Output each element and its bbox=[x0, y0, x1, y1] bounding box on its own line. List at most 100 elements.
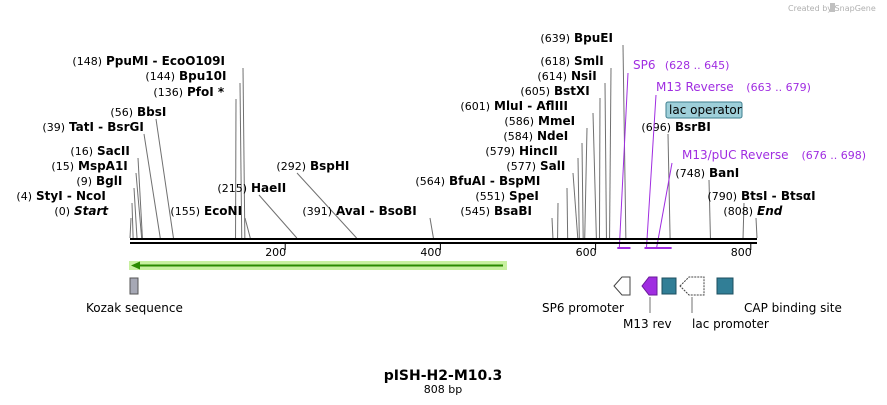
site-name-sacii: SacII bbox=[97, 144, 130, 158]
site-position: (56) bbox=[110, 106, 133, 119]
site-position: (155) bbox=[170, 205, 200, 218]
site-name-bgli: BglI bbox=[96, 174, 122, 188]
cap-binding-site-label: CAP binding site bbox=[744, 301, 842, 315]
site-position: (577) bbox=[506, 160, 536, 173]
lac-operator-box: lac operator bbox=[665, 101, 743, 119]
m13-rev-label: M13 rev bbox=[623, 317, 672, 331]
site-leader-line bbox=[296, 172, 357, 239]
site-name-bfuai: BfuAI - BspMI bbox=[449, 174, 540, 188]
features bbox=[129, 276, 734, 313]
kozak-sequence-label: Kozak sequence bbox=[86, 301, 183, 315]
site-name-mspa1i: MspA1I bbox=[78, 159, 128, 173]
orf-arrow bbox=[129, 261, 507, 270]
site-leader-line bbox=[581, 142, 584, 239]
site-position: (15) bbox=[51, 160, 74, 173]
lac-promoter-label: lac promoter bbox=[692, 317, 769, 331]
site-position: (564) bbox=[415, 175, 445, 188]
site-name-haeii: HaeII bbox=[251, 181, 286, 195]
primer-name-m13puc: M13/pUC Reverse bbox=[682, 148, 789, 162]
map-title: pISH-H2-M10.3 bbox=[384, 368, 503, 384]
site-leader-line bbox=[577, 157, 580, 239]
primer-range-m13rev: (663 .. 679) bbox=[746, 81, 811, 94]
site-leader-line bbox=[592, 112, 597, 239]
site-leader-line bbox=[137, 157, 143, 239]
site-leader-line bbox=[135, 172, 143, 239]
site-leader-line bbox=[129, 217, 132, 239]
site-leader-line bbox=[609, 67, 612, 239]
primer-leader-line bbox=[618, 72, 629, 249]
site-leader-line bbox=[244, 217, 251, 239]
site-name-econi: EcoNI bbox=[204, 204, 242, 218]
ruler: 200 400 600 800 bbox=[265, 244, 752, 259]
primer-leader-line bbox=[645, 94, 657, 249]
site-position: (148) bbox=[72, 55, 102, 68]
site-leader-line bbox=[755, 217, 758, 239]
site-position: (579) bbox=[485, 145, 515, 158]
site-leader-line bbox=[131, 202, 134, 239]
site-position: (16) bbox=[70, 145, 93, 158]
site-leader-line bbox=[584, 127, 588, 239]
dna-backbone bbox=[130, 238, 757, 244]
site-name-bbsi: BbsI bbox=[137, 105, 166, 119]
ruler-tick-label: 800 bbox=[731, 246, 752, 259]
site-labels: (0) Start(4) StyI - NcoI(9) BglI(15) MspA1I(… bbox=[16, 31, 815, 218]
primer-range-m13puc: (676 .. 698) bbox=[802, 149, 867, 162]
primer-annotations: SP6 (628 .. 645) M13 Reverse (663 .. 679) M1… bbox=[617, 58, 867, 249]
site-name-tati: TatI - BsrGI bbox=[69, 120, 144, 134]
site-leader-line bbox=[708, 179, 711, 239]
site-name-hincii: HincII bbox=[519, 144, 558, 158]
site-leader-line bbox=[598, 97, 601, 239]
site-name-bsphi: BspHI bbox=[310, 159, 349, 173]
site-position: (545) bbox=[460, 205, 490, 218]
site-leader-line bbox=[566, 187, 569, 239]
site-name-bsrbi: BsrBI bbox=[675, 120, 711, 134]
site-leader-line bbox=[133, 187, 138, 239]
site-leader-line bbox=[551, 217, 554, 239]
site-position: (292) bbox=[276, 160, 306, 173]
site-position: (584) bbox=[503, 130, 533, 143]
site-name-btsi: BtsI - BtsαI bbox=[741, 189, 816, 203]
site-leader-line bbox=[429, 217, 434, 239]
site-position: (39) bbox=[42, 121, 65, 134]
site-name-end: End bbox=[757, 204, 783, 218]
primer-leader-line bbox=[656, 162, 673, 249]
site-position: (136) bbox=[153, 86, 183, 99]
site-leader-line bbox=[242, 67, 246, 239]
cap-binding-site-marker bbox=[716, 277, 734, 295]
kozak-sequence-marker bbox=[129, 277, 139, 295]
primer-range-sp6: (628 .. 645) bbox=[665, 59, 730, 72]
primer-name-sp6: SP6 bbox=[633, 58, 656, 72]
site-position: (0) bbox=[54, 205, 70, 218]
site-name-mlui: MluI - AflIII bbox=[494, 99, 568, 113]
site-position: (605) bbox=[520, 85, 550, 98]
site-leader-line bbox=[667, 133, 671, 239]
site-leader-line bbox=[604, 82, 607, 239]
site-leader-line bbox=[258, 194, 298, 239]
map-length: 808 bp bbox=[424, 383, 462, 396]
site-position: (391) bbox=[302, 205, 332, 218]
site-name-smli: SmlI bbox=[574, 54, 604, 68]
site-position: (808) bbox=[723, 205, 753, 218]
site-position: (215) bbox=[217, 182, 247, 195]
lac-promoter-marker bbox=[679, 276, 705, 296]
site-position: (551) bbox=[475, 190, 505, 203]
sp6-promoter-label: SP6 promoter bbox=[542, 301, 624, 315]
site-position: (601) bbox=[460, 100, 490, 113]
site-leader-line bbox=[143, 133, 161, 239]
site-position: (4) bbox=[16, 190, 32, 203]
site-position: (639) bbox=[540, 32, 570, 45]
site-name-ndei: NdeI bbox=[537, 129, 568, 143]
ruler-tick-label: 600 bbox=[576, 246, 597, 259]
snapgene-logo-icon bbox=[830, 3, 835, 12]
site-name-start: Start bbox=[74, 204, 109, 218]
site-name-bpuei: BpuEI bbox=[574, 31, 613, 45]
site-name-bani: BanI bbox=[709, 166, 739, 180]
primer-name-m13rev: M13 Reverse bbox=[656, 80, 734, 94]
site-position: (586) bbox=[504, 115, 534, 128]
site-name-bstxi: BstXI bbox=[554, 84, 590, 98]
site-name-sali: SalI bbox=[540, 159, 565, 173]
ruler-tick-label: 400 bbox=[420, 246, 441, 259]
site-name-pfoi: PfoI * bbox=[187, 85, 225, 99]
lac-operator-label: lac operator bbox=[669, 103, 742, 117]
